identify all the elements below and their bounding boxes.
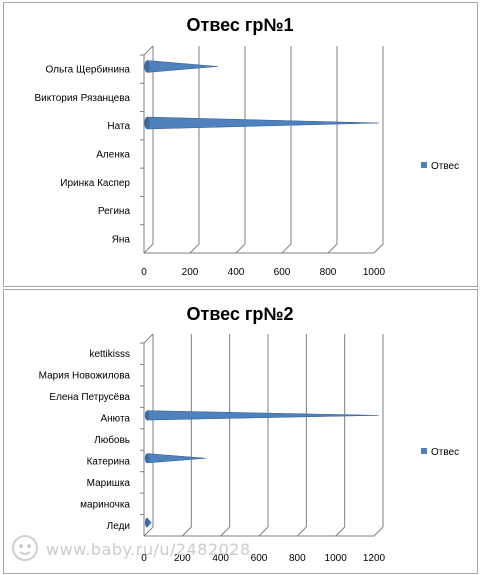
floor-gridline bbox=[281, 243, 292, 254]
category-label: Анюта bbox=[100, 414, 130, 425]
category-label: Леди bbox=[107, 521, 130, 532]
bar-cone-base bbox=[144, 453, 150, 463]
x-tick-label: 800 bbox=[320, 267, 337, 278]
floor-gridline bbox=[373, 243, 384, 254]
legend-label: Отвес bbox=[431, 161, 459, 172]
category-label: Маришка bbox=[87, 478, 131, 489]
bar-cone-base bbox=[144, 117, 150, 130]
category-label: Ольга Щербинина bbox=[46, 64, 131, 76]
floor-gridline bbox=[296, 526, 307, 537]
floor-gridline bbox=[220, 526, 231, 537]
category-label: Аленка bbox=[96, 150, 130, 161]
x-tick-label: 1200 bbox=[363, 553, 386, 564]
x-tick-label: 400 bbox=[228, 267, 245, 278]
floor-gridline bbox=[258, 526, 269, 537]
floor-gridline bbox=[335, 526, 346, 537]
bar-cone bbox=[146, 453, 207, 464]
floor-gridline bbox=[143, 243, 154, 254]
legend-swatch bbox=[421, 448, 427, 454]
x-tick-label: 200 bbox=[174, 553, 191, 564]
bar-cone bbox=[146, 410, 379, 421]
bar-cone bbox=[146, 116, 379, 130]
baby-ru-logo-icon bbox=[12, 535, 38, 561]
bar-cone-base bbox=[144, 410, 150, 421]
x-tick-label: 0 bbox=[141, 267, 147, 278]
category-label: Регина bbox=[98, 206, 131, 217]
wall-edge bbox=[143, 333, 154, 344]
bar-cone-base bbox=[144, 517, 150, 528]
category-label: Ната bbox=[107, 121, 130, 132]
x-tick-label: 800 bbox=[289, 553, 306, 564]
legend-swatch bbox=[421, 162, 427, 168]
floor-gridline bbox=[143, 526, 154, 537]
x-tick-label: 0 bbox=[141, 553, 147, 564]
x-tick-label: 600 bbox=[251, 553, 268, 564]
x-tick-label: 600 bbox=[274, 267, 291, 278]
wall-edge bbox=[143, 45, 154, 56]
category-label: Елена Петрусёва bbox=[49, 392, 130, 403]
x-tick-label: 1000 bbox=[325, 553, 348, 564]
category-label: kettikisss bbox=[89, 349, 130, 360]
category-label: Иринка Каспер bbox=[60, 178, 130, 189]
floor-gridline bbox=[189, 243, 200, 254]
category-label: Любовь bbox=[94, 434, 130, 446]
chart-panel-1: Отвес гр№1 Ольга Щербинина Виктория Рязанц… bbox=[3, 2, 478, 287]
category-label: Катерина bbox=[87, 456, 131, 467]
category-label: Яна bbox=[112, 234, 131, 245]
bar-cone bbox=[146, 60, 218, 73]
chart-title: Отвес гр№1 bbox=[187, 15, 294, 35]
floor-gridline bbox=[373, 526, 384, 537]
chart-2-svg: Отвес гр№2 kettikisss Мария Новожилова Елен… bbox=[39, 304, 459, 564]
bar-cone-base bbox=[144, 60, 150, 73]
x-tick-label: 400 bbox=[212, 553, 229, 564]
category-label: Мария Новожилова bbox=[39, 371, 131, 382]
chart-title: Отвес гр№2 bbox=[187, 304, 294, 324]
chart-panel-2: Отвес гр№2 kettikisss Мария Новожилова Елен… bbox=[3, 289, 478, 574]
x-tick-label: 200 bbox=[182, 267, 199, 278]
watermark-text: www.baby.ru/u/2482028 bbox=[46, 540, 251, 559]
floor-gridline bbox=[235, 243, 246, 254]
floor-gridline bbox=[181, 526, 192, 537]
chart-1-svg: Отвес гр№1 Ольга Щербинина Виктория Рязанц… bbox=[35, 15, 460, 278]
x-tick-label: 1000 bbox=[363, 267, 386, 278]
legend-label: Отвес bbox=[431, 447, 459, 458]
category-label: мариночка bbox=[80, 499, 130, 510]
floor-gridline bbox=[327, 243, 338, 254]
category-label: Виктория Рязанцева bbox=[35, 93, 131, 104]
